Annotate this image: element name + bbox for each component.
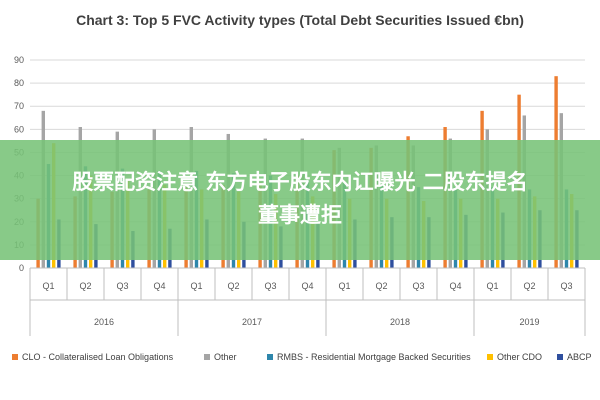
legend-label: Other — [214, 352, 237, 362]
legend-item: Other CDO — [487, 352, 542, 362]
x-tick-label: Q3 — [412, 281, 424, 291]
x-tick-label: Q3 — [116, 281, 128, 291]
overlay-banner — [0, 140, 600, 260]
legend-label: Other CDO — [497, 352, 543, 362]
legend-item: RMBS - Residential Mortgage Backed Secur… — [267, 352, 471, 362]
year-label: 2019 — [519, 317, 539, 327]
legend-swatch — [267, 354, 273, 360]
x-tick-label: Q2 — [79, 281, 91, 291]
y-tick-label: 0 — [19, 263, 24, 273]
y-tick-label: 70 — [14, 101, 24, 111]
legend-label: RMBS - Residential Mortgage Backed Secur… — [277, 352, 471, 362]
legend-swatch — [487, 354, 493, 360]
x-tick-label: Q1 — [486, 281, 498, 291]
legend-item: CLO - Collateralised Loan Obligations — [12, 352, 173, 362]
x-tick-label: Q4 — [153, 281, 165, 291]
legend-swatch — [204, 354, 210, 360]
legend-label: ABCP — [567, 352, 592, 362]
y-tick-label: 90 — [14, 55, 24, 65]
overlay-headline-line1: 股票配资注意 东方电子股东内讧曝光 二股东提名 — [72, 170, 528, 194]
x-tick-label: Q4 — [449, 281, 461, 291]
x-tick-label: Q2 — [227, 281, 239, 291]
x-tick-label: Q3 — [264, 281, 276, 291]
x-axis: Q1 Q2 Q3 Q4 Q1 Q2 Q3 Q4 Q1 Q2 Q3 Q4 Q1 Q2 Q3 2016 2017 20… — [29, 267, 586, 336]
x-tick-label: Q4 — [301, 281, 313, 291]
legend-swatch — [557, 354, 563, 360]
x-tick-label: Q1 — [190, 281, 202, 291]
legend-swatch — [12, 354, 18, 360]
chart-legend: CLO - Collateralised Loan Obligations Oth… — [12, 352, 592, 368]
legend-item: ABCP — [557, 352, 592, 362]
x-tick-label: Q2 — [375, 281, 387, 291]
x-tick-label: Q1 — [338, 281, 350, 291]
chart-title: Chart 3: Top 5 FVC Activity types (Total… — [76, 12, 524, 28]
overlay-headline[interactable]: 股票配资注意 东方电子股东内讧曝光 二股东提名 董事遭拒 — [10, 166, 590, 232]
x-tick-label: Q2 — [523, 281, 535, 291]
year-label: 2018 — [390, 317, 410, 327]
y-tick-label: 80 — [14, 78, 24, 88]
y-tick-label: 60 — [14, 124, 24, 134]
legend-label: CLO - Collateralised Loan Obligations — [22, 352, 174, 362]
year-label: 2016 — [94, 317, 114, 327]
x-tick-label: Q3 — [560, 281, 572, 291]
overlay-headline-line2: 董事遭拒 — [258, 203, 342, 227]
legend-item: Other — [204, 352, 237, 362]
year-label: 2017 — [242, 317, 262, 327]
x-tick-label: Q1 — [42, 281, 54, 291]
